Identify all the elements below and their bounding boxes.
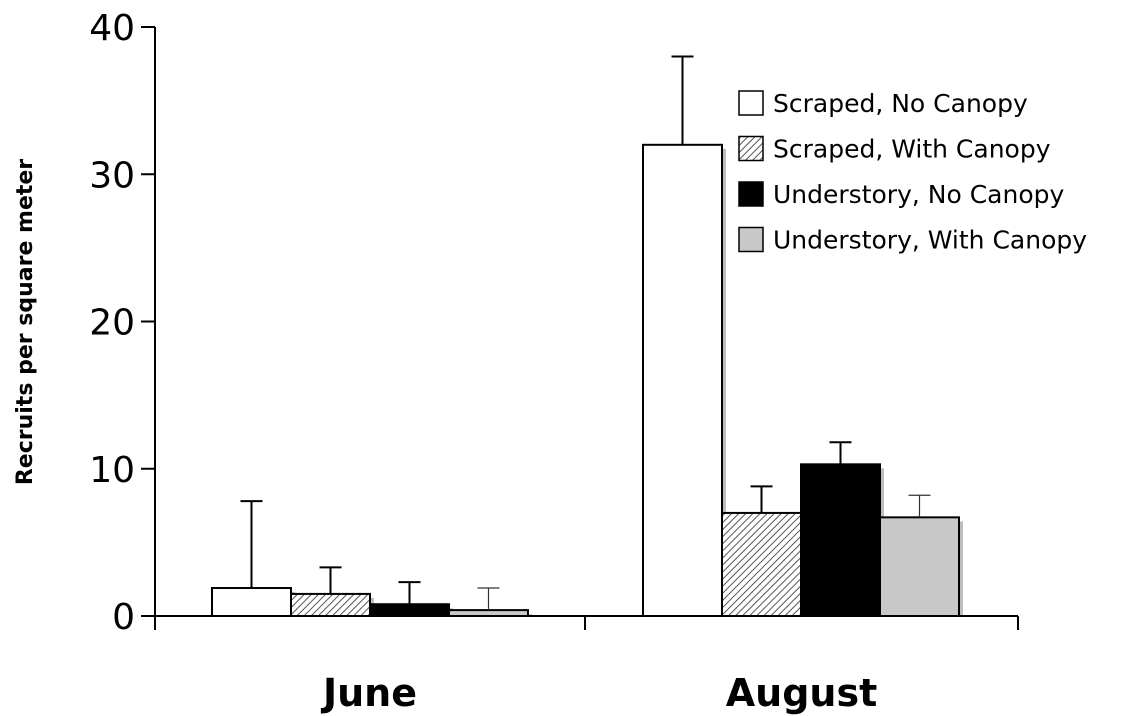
legend-swatch (738, 181, 764, 207)
y-axis-label: Recruits per square meter (13, 159, 38, 485)
bar (211, 587, 292, 618)
bar (721, 511, 802, 617)
y-tick-label: 20 (89, 303, 135, 344)
bar (642, 143, 723, 618)
y-tick-label: 0 (112, 597, 135, 638)
x-category-label: August (726, 671, 878, 715)
legend-swatch (738, 226, 764, 253)
legend-entry: Understory, No Canopy (773, 180, 1064, 209)
y-ticks-group: 0 10 20 30 40 (89, 8, 155, 638)
legend: Scraped, No Canopy Scraped, With Canopy Un… (738, 89, 1087, 255)
legend-swatch (738, 135, 764, 162)
y-tick-label: 40 (89, 8, 135, 49)
legend-entry: Scraped, No Canopy (773, 89, 1028, 118)
x-labels-group: June August (320, 671, 877, 715)
legend-entry: Understory, With Canopy (773, 226, 1087, 255)
bar (800, 463, 881, 617)
bar (290, 592, 371, 617)
bar (369, 603, 450, 617)
x-category-label: June (320, 671, 417, 715)
y-tick-label: 10 (89, 450, 135, 491)
error-bars-group (240, 55, 931, 611)
legend-swatch (738, 90, 764, 116)
legend-entry: Scraped, With Canopy (773, 135, 1051, 164)
bars-group (211, 143, 960, 618)
bar (879, 516, 960, 618)
y-tick-label: 30 (89, 155, 135, 196)
